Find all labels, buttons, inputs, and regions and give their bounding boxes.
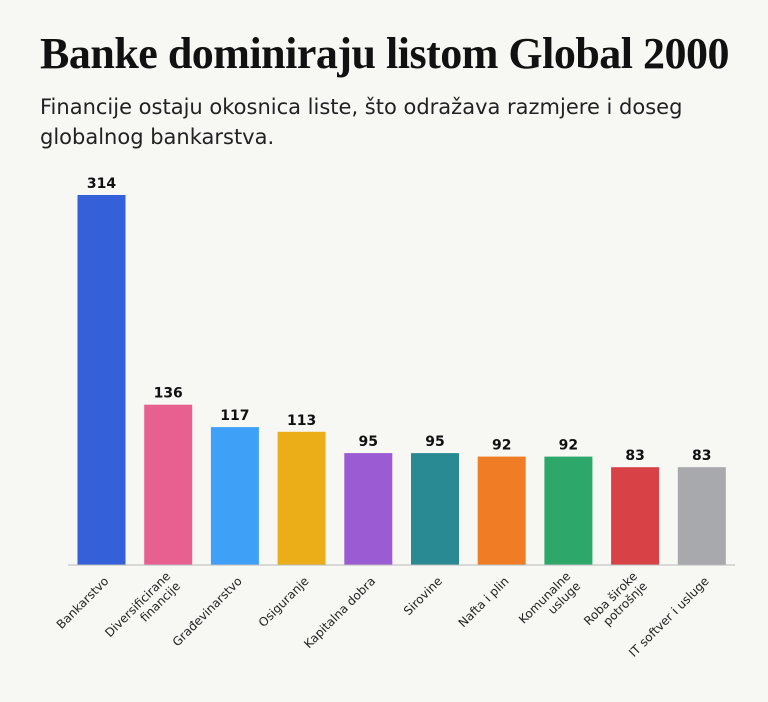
bar-9 — [677, 467, 726, 565]
bar-3 — [277, 431, 326, 565]
category-label-3-line-0: Osiguranje — [256, 574, 312, 630]
bar-8 — [611, 467, 660, 565]
value-labels-group: 314 136 117 113 95 95 92 92 83 83 — [87, 176, 712, 464]
bar-7 — [544, 456, 593, 565]
chart-subtitle: Financije ostaju okosnica liste, što odr… — [40, 95, 683, 149]
value-label-1: 136 — [154, 386, 183, 402]
category-label-0: Bankarstvo — [54, 574, 112, 632]
value-label-0: 314 — [87, 176, 116, 192]
value-label-8: 83 — [625, 448, 644, 464]
category-label-7: Komunalneusluge — [516, 569, 583, 636]
category-label-5-line-0: Sirovine — [401, 574, 445, 618]
bar-5 — [411, 453, 459, 565]
value-label-3: 113 — [287, 413, 316, 429]
bar-4 — [344, 453, 393, 565]
category-label-0-line-0: Bankarstvo — [54, 574, 112, 632]
value-label-9: 83 — [692, 448, 711, 464]
category-label-5: Sirovine — [401, 574, 445, 618]
bar-1 — [144, 404, 193, 565]
bars-group — [77, 195, 726, 565]
category-label-8: Roba širokepotrošnje — [581, 569, 650, 638]
value-label-7: 92 — [559, 438, 578, 454]
value-label-6: 92 — [492, 438, 511, 454]
category-label-2: Građevinarstvo — [170, 574, 245, 649]
category-label-6-line-0: Nafta i plin — [456, 574, 512, 630]
category-label-6: Nafta i plin — [456, 574, 512, 630]
category-label-4: Kapitalna dobra — [301, 574, 378, 651]
chart-title: Banke dominiraju listom Global 2000 — [40, 29, 730, 78]
category-label-3: Osiguranje — [256, 574, 312, 630]
category-label-4-line-0: Kapitalna dobra — [301, 574, 378, 651]
category-label-2-line-0: Građevinarstvo — [170, 574, 245, 649]
value-label-4: 95 — [359, 434, 378, 450]
x-tick-labels-group: BankarstvoDiversificiranefinancijeGrađev… — [54, 569, 712, 660]
bar-2 — [210, 427, 259, 565]
bar-6 — [477, 456, 526, 565]
bar-0 — [77, 195, 126, 565]
value-label-5: 95 — [425, 434, 444, 450]
value-label-2: 117 — [220, 408, 249, 424]
